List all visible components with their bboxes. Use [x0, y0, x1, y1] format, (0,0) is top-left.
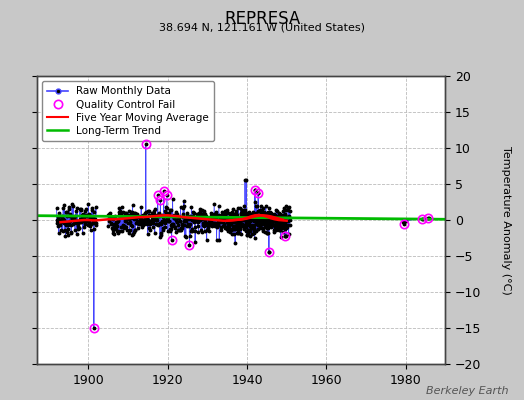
Text: 38.694 N, 121.161 W (United States): 38.694 N, 121.161 W (United States) — [159, 22, 365, 32]
Text: REPRESA: REPRESA — [224, 10, 300, 28]
Y-axis label: Temperature Anomaly (°C): Temperature Anomaly (°C) — [501, 146, 511, 294]
Legend: Raw Monthly Data, Quality Control Fail, Five Year Moving Average, Long-Term Tren: Raw Monthly Data, Quality Control Fail, … — [42, 81, 214, 141]
Text: Berkeley Earth: Berkeley Earth — [426, 386, 508, 396]
